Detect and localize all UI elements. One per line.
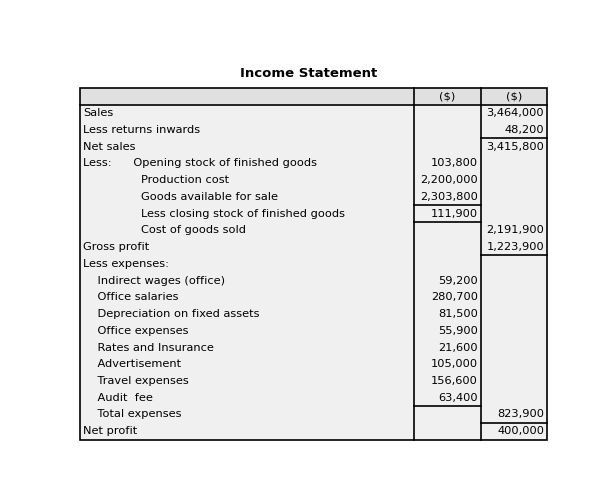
Text: Advertisement: Advertisement (83, 359, 181, 369)
Text: Gross profit: Gross profit (83, 242, 149, 252)
Text: ($): ($) (506, 92, 522, 102)
Text: 1,223,900: 1,223,900 (487, 242, 544, 252)
Text: Less:      Opening stock of finished goods: Less: Opening stock of finished goods (83, 158, 317, 169)
Text: 105,000: 105,000 (431, 359, 478, 369)
Text: Sales: Sales (83, 108, 113, 118)
Text: 48,200: 48,200 (505, 125, 544, 135)
Text: Cost of goods sold: Cost of goods sold (83, 225, 246, 236)
Text: Less returns inwards: Less returns inwards (83, 125, 200, 135)
Text: Audit  fee: Audit fee (83, 393, 153, 403)
Text: 2,191,900: 2,191,900 (486, 225, 544, 236)
Text: 823,900: 823,900 (497, 409, 544, 420)
Text: 59,200: 59,200 (438, 276, 478, 286)
Text: Goods available for sale: Goods available for sale (83, 192, 278, 202)
Bar (80, 88, 548, 105)
Bar (80, 88, 548, 105)
Text: Office salaries: Office salaries (83, 292, 178, 302)
Text: 81,500: 81,500 (438, 309, 478, 319)
Text: ($): ($) (440, 92, 456, 102)
Text: Production cost: Production cost (83, 175, 229, 185)
Text: Indirect wages (office): Indirect wages (office) (83, 276, 225, 286)
Text: Office expenses: Office expenses (83, 326, 188, 336)
Text: Net profit: Net profit (83, 426, 137, 436)
Text: 63,400: 63,400 (438, 393, 478, 403)
Text: 280,700: 280,700 (431, 292, 478, 302)
Text: Depreciation on fixed assets: Depreciation on fixed assets (83, 309, 259, 319)
Text: 2,303,800: 2,303,800 (420, 192, 478, 202)
Text: Less expenses:: Less expenses: (83, 259, 169, 269)
Text: 111,900: 111,900 (431, 209, 478, 219)
Text: 2,200,000: 2,200,000 (420, 175, 478, 185)
Text: 3,464,000: 3,464,000 (487, 108, 544, 118)
Text: Travel expenses: Travel expenses (83, 376, 189, 386)
Text: Total expenses: Total expenses (83, 409, 182, 420)
Text: 156,600: 156,600 (431, 376, 478, 386)
Text: 21,600: 21,600 (438, 343, 478, 353)
Text: Net sales: Net sales (83, 142, 135, 152)
Text: 103,800: 103,800 (431, 158, 478, 169)
Text: Income Statement: Income Statement (241, 67, 377, 80)
Text: 3,415,800: 3,415,800 (486, 142, 544, 152)
Text: Rates and Insurance: Rates and Insurance (83, 343, 213, 353)
Text: Less closing stock of finished goods: Less closing stock of finished goods (83, 209, 345, 219)
Text: 55,900: 55,900 (438, 326, 478, 336)
Text: 400,000: 400,000 (497, 426, 544, 436)
